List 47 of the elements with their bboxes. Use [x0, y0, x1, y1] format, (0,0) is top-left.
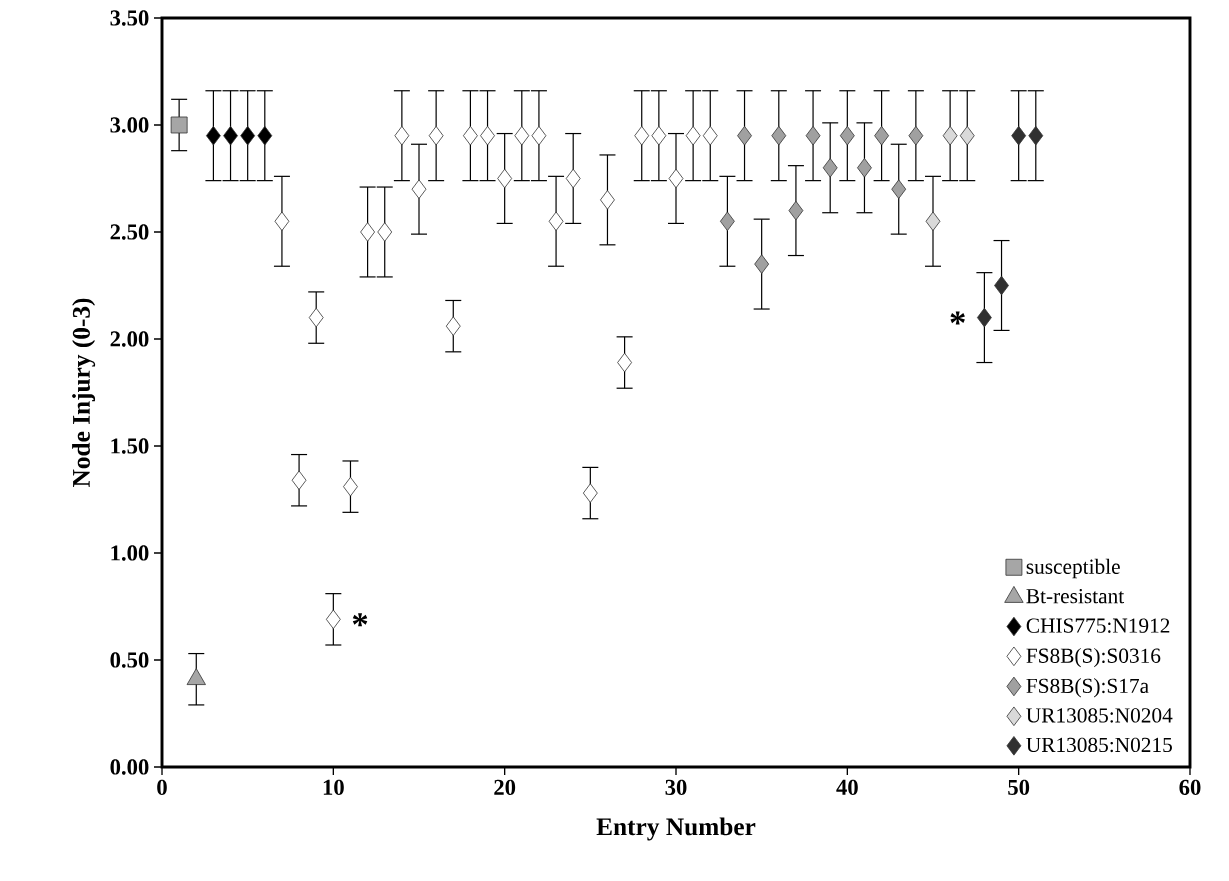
y-tick-label: 1.50	[111, 438, 149, 454]
annotation: *	[352, 613, 368, 627]
point	[720, 211, 735, 232]
legend-label: UR13085:N0204	[1026, 708, 1173, 723]
point	[754, 254, 770, 274]
legend-label: FS8B(S):S0316	[1026, 647, 1161, 668]
point	[805, 125, 821, 146]
point	[257, 125, 273, 146]
y-tick-label: 3.00	[110, 117, 149, 133]
x-tick-label: 60	[1179, 779, 1201, 795]
x-tick-label: 20	[494, 779, 516, 795]
legend-label: UR13085:N0215	[1026, 737, 1172, 753]
x-tick-label: 50	[1008, 779, 1030, 795]
point	[839, 125, 855, 146]
point	[240, 125, 256, 146]
point	[857, 158, 872, 178]
point	[994, 275, 1009, 296]
point	[206, 125, 221, 146]
x-tick-label: 10	[323, 779, 344, 795]
point	[737, 125, 752, 146]
legend-label: FS8B(S):S17a	[1026, 678, 1149, 698]
x-tick-label: 30	[665, 779, 687, 795]
y-tick-label: 2.00	[110, 331, 149, 347]
point	[977, 307, 992, 328]
legend-label: CHIS775:N1912	[1026, 618, 1170, 633]
y-axis-title: Node Injury (0-3)	[72, 298, 96, 487]
legend-label: Bt-resistant	[1026, 589, 1125, 604]
y-tick-label: 2.50	[110, 224, 149, 240]
y-tick-label: 0.00	[110, 759, 149, 775]
y-tick-label: 1.00	[111, 545, 149, 561]
point	[1028, 125, 1044, 146]
point	[788, 200, 804, 221]
point	[223, 125, 238, 146]
y-tick-label: 0.50	[110, 652, 149, 668]
point	[170, 116, 188, 134]
point	[908, 125, 924, 146]
point	[771, 125, 787, 146]
y-tick-label: 3.50	[110, 10, 149, 26]
point	[822, 158, 838, 178]
annotation: *	[950, 311, 965, 325]
point	[874, 125, 889, 146]
x-tick-label: 0	[157, 779, 167, 795]
legend-label: susceptible	[1026, 558, 1120, 579]
point	[1011, 125, 1027, 146]
x-tick-label: 40	[836, 779, 858, 795]
point	[891, 179, 907, 199]
x-axis-title: Entry Number	[596, 817, 756, 841]
